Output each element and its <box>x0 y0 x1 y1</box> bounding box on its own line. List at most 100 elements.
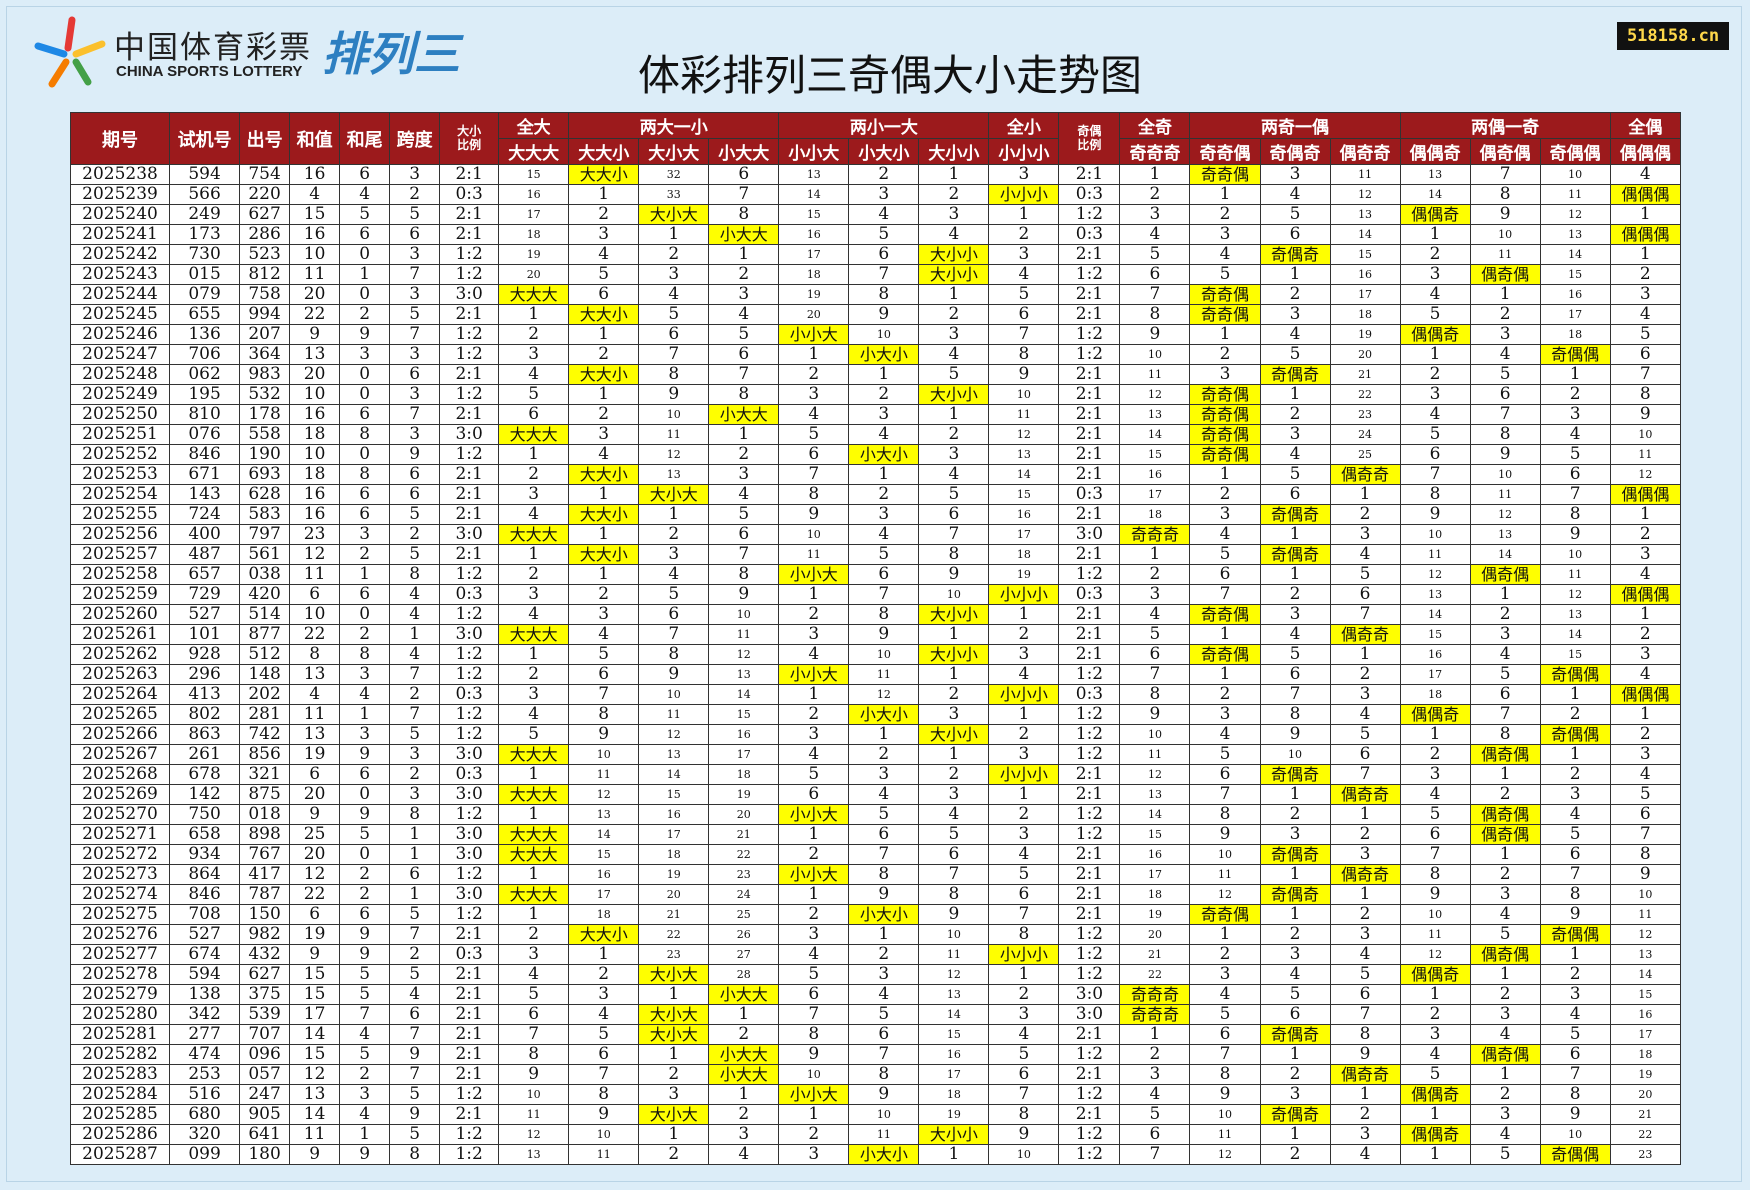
cell: 1:2 <box>439 324 500 345</box>
cell: 2 <box>568 964 640 985</box>
cell: 8 <box>708 564 780 585</box>
cell: 1 <box>848 924 920 945</box>
data-row: 2025271 658 898 25 5 1 3:0 大大大 14 17 21 1 6 5 3 1:2 15 9 3… <box>69 824 1682 845</box>
cell: 7 <box>708 184 780 205</box>
cell: 2025273 <box>69 864 171 885</box>
cell: 321 <box>239 764 291 785</box>
cell: 3:0 <box>439 884 500 905</box>
cell: 5 <box>988 1044 1060 1065</box>
cell: 6 <box>339 904 391 925</box>
cell: 1:2 <box>439 1124 500 1145</box>
cell: 3 <box>498 584 570 605</box>
cell: 680 <box>169 1104 241 1125</box>
cell: 18 <box>638 844 710 865</box>
hit-cell: 大大小 <box>568 504 640 525</box>
cell: 1:2 <box>439 724 500 745</box>
cell: 4 <box>1469 904 1541 925</box>
cell: 2:1 <box>439 364 500 385</box>
cell: 3 <box>778 724 850 745</box>
cell: 1 <box>568 524 640 545</box>
header-cell: 大大大 <box>498 138 570 165</box>
cell: 1:2 <box>1058 264 1121 285</box>
cell: 2:1 <box>1058 304 1121 325</box>
hit-cell: 奇偶奇 <box>1259 244 1331 265</box>
cell: 062 <box>169 364 241 385</box>
cell: 3 <box>389 164 441 185</box>
data-row: 2025240 249 627 15 5 5 2:1 17 2 大小大 8 15 4 3 1 1:2 3 2 5 13… <box>69 204 1682 225</box>
trend-table: 期号 试机号 出号 和值 和尾 跨度 大小比例 全大 两大一小 两小一大 全小 奇偶比例 全奇 两奇一偶两… <box>69 112 1682 1165</box>
hit-cell: 偶偶偶 <box>1609 224 1682 245</box>
cell: 2025281 <box>69 1024 171 1045</box>
cell: 5 <box>1539 824 1611 845</box>
cell: 6 <box>1189 564 1261 585</box>
cell: 23 <box>638 944 710 965</box>
cell: 7 <box>918 864 990 885</box>
cell: 2025243 <box>69 264 171 285</box>
cell: 2:1 <box>439 1044 500 1065</box>
cell: 4 <box>708 304 780 325</box>
cell: 1:2 <box>439 244 500 265</box>
cell: 2025286 <box>69 1124 171 1145</box>
cell: 2 <box>1469 304 1541 325</box>
cell: 19 <box>708 784 780 805</box>
cell: 13 <box>638 744 710 765</box>
header-cell: 奇偶比例 <box>1058 112 1121 165</box>
cell: 2 <box>1399 364 1471 385</box>
logo-game: 排列三 <box>322 27 460 81</box>
data-row: 2025280 342 539 17 7 6 2:1 6 4 大小大 1 7 5 14 3 3:0 奇奇奇 5 6 7… <box>69 1004 1682 1025</box>
hit-cell: 小小大 <box>778 864 850 885</box>
cell: 9 <box>1469 204 1541 225</box>
cell: 6 <box>498 1004 570 1025</box>
cell: 13 <box>638 464 710 485</box>
cell: 3 <box>918 204 990 225</box>
cell: 2 <box>1469 984 1541 1005</box>
cell: 17 <box>1119 864 1191 885</box>
cell: 4 <box>1399 784 1471 805</box>
cell: 1 <box>848 464 920 485</box>
cell: 9 <box>568 1104 640 1125</box>
cell: 11 <box>638 424 710 445</box>
cell: 12 <box>1539 584 1611 605</box>
cell: 4 <box>1399 1044 1471 1065</box>
cell: 6 <box>1329 984 1401 1005</box>
cell: 17 <box>1399 664 1471 685</box>
cell: 8 <box>638 364 710 385</box>
cell: 6 <box>289 764 341 785</box>
cell: 9 <box>1539 524 1611 545</box>
cell: 3 <box>708 1124 780 1145</box>
cell: 5 <box>498 724 570 745</box>
cell: 983 <box>239 364 291 385</box>
cell: 6 <box>638 324 710 345</box>
cell: 17 <box>778 244 850 265</box>
hit-cell: 偶奇奇 <box>1329 464 1401 485</box>
hit-cell: 小大大 <box>708 1044 780 1065</box>
cell: 2:1 <box>1058 444 1121 465</box>
cell: 4 <box>918 464 990 485</box>
cell: 982 <box>239 924 291 945</box>
cell: 706 <box>169 344 241 365</box>
cell: 2 <box>848 484 920 505</box>
cell: 19 <box>988 564 1060 585</box>
cell: 15 <box>1609 984 1682 1005</box>
data-row: 2025272 934 767 20 0 1 3:0 大大大 15 18 22 2 7 6 4 2:1 16 10… <box>69 844 1682 865</box>
cell: 11 <box>638 704 710 725</box>
cell: 5 <box>1119 244 1191 265</box>
cell: 7 <box>638 624 710 645</box>
cell: 6 <box>1399 824 1471 845</box>
header-cell: 偶偶奇 <box>1399 138 1471 165</box>
cell: 2 <box>638 524 710 545</box>
cell: 15 <box>1539 264 1611 285</box>
cell: 2:1 <box>1058 844 1121 865</box>
cell: 4 <box>1189 984 1261 1005</box>
cell: 4 <box>848 204 920 225</box>
cell: 758 <box>239 284 291 305</box>
cell: 6 <box>1329 584 1401 605</box>
cell: 10 <box>638 404 710 425</box>
cell: 7 <box>988 904 1060 925</box>
cell: 4 <box>498 964 570 985</box>
cell: 4 <box>988 664 1060 685</box>
cell: 2 <box>638 244 710 265</box>
cell: 17 <box>1609 1024 1682 1045</box>
cell: 15 <box>498 164 570 185</box>
cell: 512 <box>239 644 291 665</box>
